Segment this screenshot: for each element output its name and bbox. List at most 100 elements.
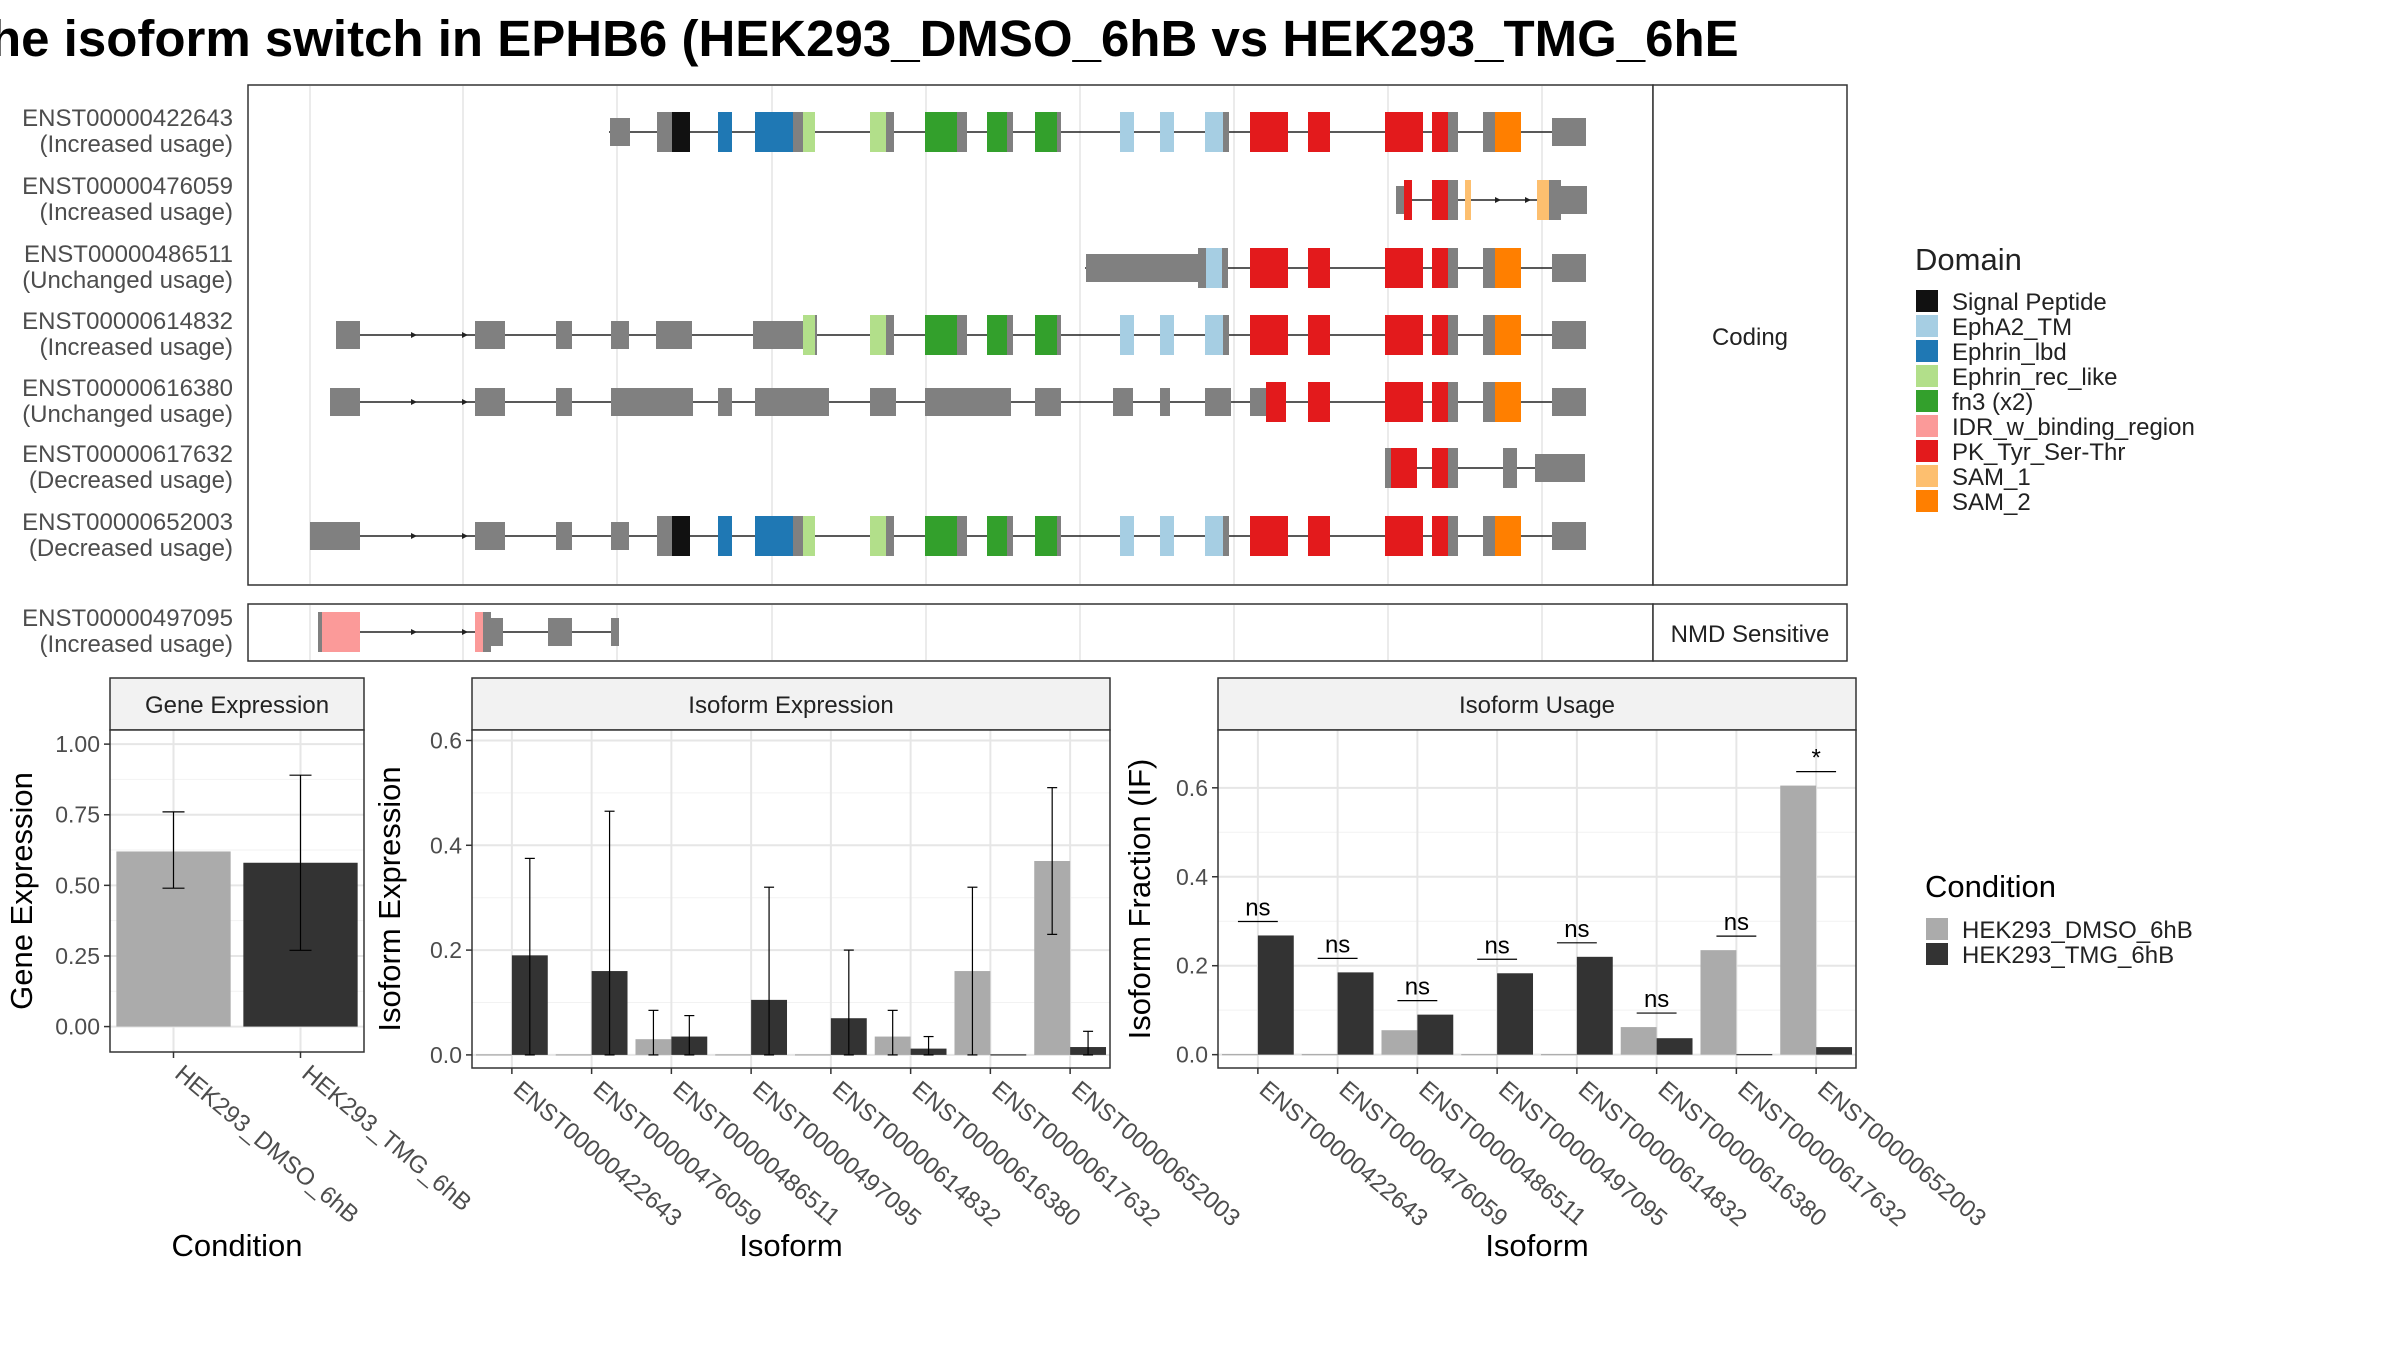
exon-block [1250, 112, 1288, 152]
y-axis-title: Isoform Fraction (IF) [1122, 759, 1157, 1040]
direction-arrow [411, 533, 417, 539]
y-axis-title: Isoform Expression [372, 766, 407, 1031]
exon-block [322, 612, 360, 652]
plot-panel [1218, 730, 1856, 1068]
exon-block [1448, 448, 1458, 488]
significance-label: ns [1564, 916, 1589, 943]
exon-block [1205, 315, 1223, 355]
exon-block [491, 618, 503, 646]
isoform-usage-label: (Increased usage) [40, 199, 233, 226]
significance-label: ns [1644, 986, 1669, 1013]
exon-block [330, 388, 360, 416]
exon-block [1385, 112, 1423, 152]
exon-block [870, 388, 896, 416]
exon-block [1552, 522, 1586, 550]
exon-block [1160, 112, 1174, 152]
direction-arrow [411, 399, 417, 405]
exon-block [1222, 248, 1228, 288]
exon-block [1250, 248, 1288, 288]
nmd-strip-label: NMD Sensitive [1671, 621, 1830, 648]
exon-block [870, 112, 886, 152]
exon-block [1495, 112, 1521, 152]
exon-block [803, 516, 815, 556]
exon-block [556, 522, 572, 550]
exon-block [556, 321, 572, 349]
exon-block [718, 516, 732, 556]
condition-legend-swatch [1926, 918, 1948, 940]
isoform-1-track [1396, 180, 1587, 220]
domain-legend-label: Signal Peptide [1952, 289, 2107, 316]
exon-block [1198, 248, 1206, 288]
exon-block [1432, 248, 1448, 288]
domain-legend-title: Domain [1915, 242, 2022, 277]
significance-label: ns [1405, 974, 1430, 1001]
isoform-expression-chart: Isoform Expression0.00.20.40.6ENST000004… [372, 677, 1245, 1263]
exon-block [1308, 315, 1330, 355]
bar [990, 1054, 1027, 1056]
exon-block [1223, 112, 1229, 152]
isoform-usage-label: (Unchanged usage) [22, 401, 233, 428]
exon-block [1448, 112, 1458, 152]
facet-title: Gene Expression [145, 692, 329, 719]
condition-legend-title: Condition [1925, 869, 2056, 904]
significance-label: ns [1245, 894, 1270, 921]
isoform-4-track [330, 382, 1586, 422]
exon-block [1495, 248, 1521, 288]
isoform-usage-label: (Decreased usage) [29, 467, 233, 494]
significance-label: * [1811, 745, 1820, 772]
exon-block [336, 321, 360, 349]
isoform-id-label: ENST00000616380 [22, 375, 233, 402]
exon-block [1448, 516, 1458, 556]
significance-label: ns [1484, 932, 1509, 959]
direction-arrow [462, 533, 468, 539]
domain-legend-swatch [1916, 490, 1938, 512]
y-tick-label: 0.6 [1176, 775, 1208, 801]
nmd-strip [1652, 603, 1848, 662]
exon-block [1432, 382, 1448, 422]
y-axis-title: Gene Expression [4, 772, 39, 1010]
bar [1301, 1054, 1338, 1056]
exon-block [1495, 382, 1521, 422]
bar [1417, 1014, 1454, 1055]
exon-block [1223, 516, 1229, 556]
exon-block [1057, 112, 1061, 152]
exon-block [925, 516, 957, 556]
domain-legend-swatch [1916, 365, 1938, 387]
exon-block [1552, 321, 1578, 349]
exon-block [1250, 388, 1266, 416]
bar [1576, 956, 1613, 1055]
isoform-id-label: ENST00000617632 [22, 441, 233, 468]
exon-block [925, 388, 1011, 416]
x-axis-title: Condition [172, 1228, 303, 1263]
isoform-id-label: ENST00000497095 [22, 605, 233, 632]
exon-block [1223, 315, 1229, 355]
panel-border [471, 729, 1111, 1069]
bar [475, 1054, 512, 1056]
exon-block [556, 388, 572, 416]
panel-border [1217, 729, 1857, 1069]
domain-legend: Domain Signal PeptideEphA2_TMEphrin_lbdEp… [1915, 242, 2195, 516]
facet-strip [109, 677, 365, 731]
exon-block [483, 612, 491, 652]
exon-block [1432, 516, 1448, 556]
exon-block [755, 388, 829, 416]
exon-block [803, 315, 815, 355]
domain-legend-label: SAM_1 [1952, 464, 2031, 491]
exon-block [475, 321, 505, 349]
panel-border [109, 729, 365, 1053]
exon-block [1465, 180, 1471, 220]
isoform-id-label: ENST00000422643 [22, 105, 233, 132]
exon-block [657, 516, 672, 556]
exon-block [870, 516, 886, 556]
figure-title: he isoform switch in EPHB6 (HEK293_DMSO_… [0, 10, 1739, 67]
exon-block [870, 315, 886, 355]
isoform-usage-label: (Increased usage) [40, 131, 233, 158]
bar [1381, 1030, 1418, 1055]
exon-block [1561, 186, 1587, 214]
exon-block [1385, 315, 1423, 355]
exon-block [1120, 315, 1134, 355]
isoform-usage-label: (Decreased usage) [29, 535, 233, 562]
exon-block [611, 618, 619, 646]
bar [1257, 935, 1294, 1055]
exon-block [1552, 118, 1586, 146]
